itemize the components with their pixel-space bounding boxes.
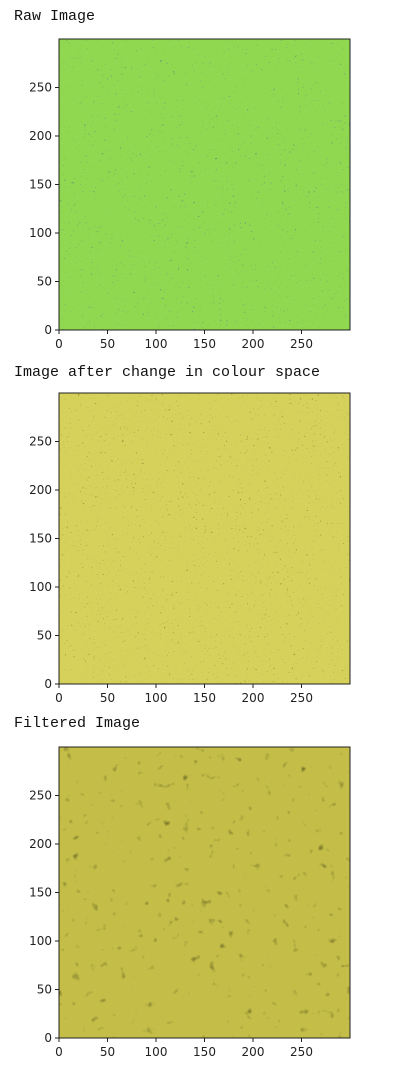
x-tick-label: 150 bbox=[193, 691, 216, 705]
y-tick-label: 50 bbox=[37, 629, 52, 643]
y-tick-label: 0 bbox=[44, 323, 52, 337]
x-tick-label: 250 bbox=[290, 337, 313, 351]
y-tick-label: 200 bbox=[29, 837, 52, 851]
x-tick-label: 150 bbox=[193, 1045, 216, 1059]
x-tick-label: 250 bbox=[290, 691, 313, 705]
y-tick-label: 50 bbox=[37, 275, 52, 289]
y-tick-label: 50 bbox=[37, 983, 52, 997]
panel-title-raw: Raw Image bbox=[14, 8, 96, 25]
heatmap-texture bbox=[59, 747, 350, 1038]
x-tick-label: 250 bbox=[290, 1045, 313, 1059]
x-tick-label: 200 bbox=[242, 337, 265, 351]
x-tick-label: 200 bbox=[242, 1045, 265, 1059]
y-tick-label: 150 bbox=[29, 178, 52, 192]
x-tick-label: 50 bbox=[100, 1045, 115, 1059]
x-tick-label: 0 bbox=[55, 691, 63, 705]
y-tick-label: 100 bbox=[29, 934, 52, 948]
heatmap-colour-space-image: 0 50 100 150 200 250 0 50 100 150 200 250 bbox=[29, 392, 351, 705]
y-tick-label: 100 bbox=[29, 226, 52, 240]
heatmap-texture bbox=[59, 39, 350, 330]
x-tick-label: 100 bbox=[145, 337, 168, 351]
y-tick-label: 250 bbox=[29, 789, 52, 803]
heatmap-raw-image: 0 50 100 150 200 250 0 50 100 150 200 250 bbox=[29, 38, 351, 351]
x-tick-label: 50 bbox=[100, 691, 115, 705]
y-tick-label: 0 bbox=[44, 1031, 52, 1045]
x-tick-label: 200 bbox=[242, 691, 265, 705]
panel-title-filtered: Filtered Image bbox=[14, 715, 141, 732]
heatmap-texture bbox=[59, 393, 350, 684]
y-tick-label: 200 bbox=[29, 129, 52, 143]
y-tick-label: 250 bbox=[29, 435, 52, 449]
y-tick-label: 150 bbox=[29, 532, 52, 546]
y-tick-label: 150 bbox=[29, 886, 52, 900]
x-tick-label: 150 bbox=[193, 337, 216, 351]
heatmap-filtered-image: 0 50 100 150 200 250 0 50 100 150 200 250 bbox=[29, 746, 351, 1059]
x-tick-label: 100 bbox=[145, 691, 168, 705]
y-tick-label: 0 bbox=[44, 677, 52, 691]
y-tick-label: 100 bbox=[29, 580, 52, 594]
panel-title-colour-space: Image after change in colour space bbox=[14, 364, 321, 381]
y-tick-label: 200 bbox=[29, 483, 52, 497]
x-tick-label: 0 bbox=[55, 337, 63, 351]
x-tick-label: 0 bbox=[55, 1045, 63, 1059]
x-tick-label: 100 bbox=[145, 1045, 168, 1059]
y-tick-label: 250 bbox=[29, 81, 52, 95]
x-tick-label: 50 bbox=[100, 337, 115, 351]
